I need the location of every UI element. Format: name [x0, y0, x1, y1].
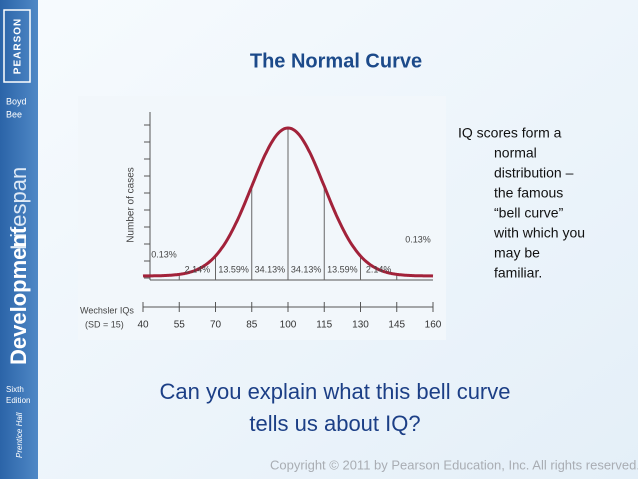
x-tick-label: 70 — [210, 320, 222, 331]
segment-label: 2.14% — [366, 264, 392, 274]
question-line: Can you explain what this bell curve — [160, 379, 511, 404]
question-line: tells us about IQ? — [249, 411, 420, 436]
footer: Copyright © 2011 by Pearson Education, I… — [270, 457, 638, 472]
y-axis-label: Number of cases — [126, 167, 137, 243]
figure: Number of cases Wechsler IQs (SD = 15) 40 55… — [80, 112, 442, 331]
x-axis-note: (SD = 15) — [85, 319, 124, 329]
x-tick-label: 40 — [137, 320, 149, 331]
slide-title: The Normal Curve — [250, 50, 422, 72]
author: Boyd — [6, 96, 27, 106]
body-line: distribution – — [494, 165, 574, 181]
question: Can you explain what this bell curve tell… — [160, 379, 511, 436]
body-text: IQ scores form a normal distribution – the … — [458, 125, 585, 281]
body-line: “bell curve” — [494, 205, 564, 221]
segment-label: 0.13% — [405, 234, 431, 244]
x-tick-label: 85 — [246, 320, 258, 331]
body-line: with which you — [493, 225, 585, 241]
edition: Edition — [6, 396, 30, 405]
x-tick-label: 115 — [316, 320, 332, 331]
segment-label: 0.13% — [151, 249, 177, 259]
segment-label: 2.14% — [185, 264, 211, 274]
edition: Sixth — [6, 385, 24, 394]
book-title: Lifespan — [6, 167, 31, 250]
body-line: may be — [494, 245, 540, 261]
segment-label: 13.59% — [218, 264, 249, 274]
x-tick-label: 160 — [425, 320, 442, 331]
body-line: familiar. — [494, 265, 542, 281]
sidebar — [0, 0, 38, 479]
publisher: PEARSON — [13, 18, 24, 74]
book-title: Development — [6, 226, 31, 365]
x-tick-label: 100 — [280, 320, 297, 331]
bell-curve — [142, 126, 434, 278]
figure-panel — [78, 96, 446, 340]
x-tick-label: 55 — [174, 320, 186, 331]
segment-label: 34.13% — [255, 264, 286, 274]
body-line: normal — [494, 145, 537, 161]
x-axis-label: Wechsler IQs — [80, 305, 134, 315]
publisher-box — [3, 9, 31, 83]
segment-label: 13.59% — [327, 264, 358, 274]
body-line: the famous — [494, 185, 563, 201]
author: Bee — [6, 109, 22, 119]
segment-label: 34.13% — [291, 264, 322, 274]
imprint: Prentice Hall — [15, 412, 24, 458]
body-line: IQ scores form a — [458, 125, 562, 141]
x-tick-label: 145 — [388, 320, 405, 331]
x-tick-label: 130 — [352, 320, 369, 331]
